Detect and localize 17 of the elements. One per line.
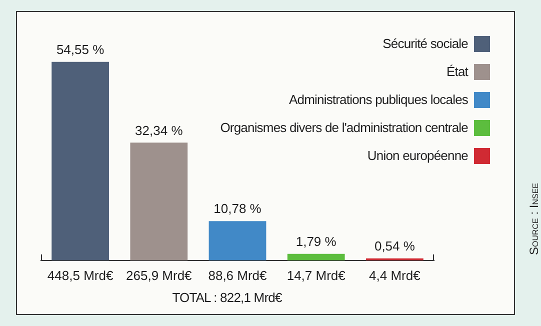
data-label: 10,78 % <box>214 201 262 216</box>
legend-label: Organismes divers de l'administration centrale <box>220 120 468 135</box>
data-label: 1,79 % <box>296 234 337 249</box>
data-label: 54,55 % <box>56 42 105 57</box>
legend-label: Union européenne <box>367 148 468 163</box>
x-tick-label: 88,6 Mrd€ <box>208 268 268 283</box>
x-tick-label: 4,4 Mrd€ <box>369 268 422 283</box>
legend-label: État <box>446 64 468 79</box>
legend-label: Sécurité sociale <box>382 36 468 51</box>
source-note: Source : Insee <box>527 182 541 255</box>
data-label: 32,34 % <box>135 122 184 138</box>
x-tick-label: 448,5 Mrd€ <box>47 268 114 283</box>
x-tick-label: 265,9 Mrd€ <box>126 268 193 283</box>
legend-label: Administrations publiques locales <box>288 92 468 107</box>
text: TOTAL : 822,1 Mrd€ <box>171 290 283 305</box>
x-tick-label: 14,7 Mrd€ <box>286 268 346 283</box>
data-label: 0,54 % <box>374 238 416 254</box>
